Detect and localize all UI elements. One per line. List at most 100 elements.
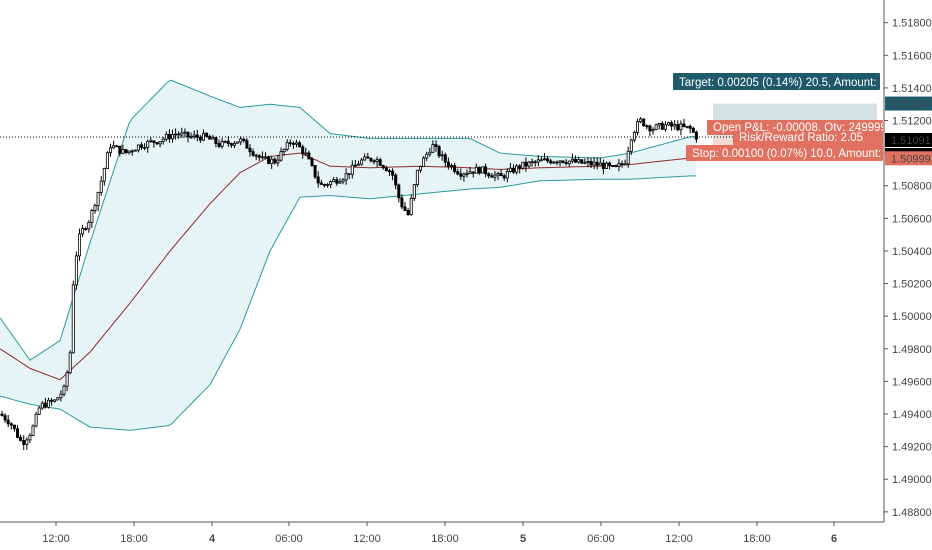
candle-body: [344, 173, 348, 181]
candle-body: [629, 139, 633, 152]
candle: [146, 139, 150, 153]
candle: [285, 139, 289, 152]
candle: [685, 125, 689, 129]
candle: [400, 194, 404, 210]
time-tick-label: 4: [209, 533, 216, 545]
candle: [34, 411, 38, 428]
candle: [384, 165, 388, 172]
candle: [369, 157, 373, 163]
candle-body: [236, 141, 240, 144]
candle-body: [505, 171, 509, 179]
stop-label[interactable]: Stop: 0.00100 (0.07%) 10.0, Amount: 2: [686, 145, 891, 161]
candle: [223, 140, 227, 144]
candle-body: [673, 124, 677, 127]
candle: [543, 153, 547, 161]
candle-body: [403, 206, 407, 211]
candle-body: [536, 159, 540, 163]
candle: [484, 163, 488, 178]
candle-body: [102, 168, 106, 182]
position-labels[interactable]: Target: 0.00205 (0.14%) 20.5, Amount: 5O…: [673, 73, 891, 161]
candle: [629, 138, 633, 155]
candle-body: [406, 210, 410, 216]
candle: [474, 163, 478, 174]
candle-body: [220, 141, 224, 147]
candle: [663, 121, 667, 132]
candle: [71, 280, 75, 354]
candle: [9, 422, 13, 430]
candle: [456, 168, 460, 176]
price-tick-label: 1.50200: [892, 279, 932, 291]
candle: [149, 137, 153, 143]
candle: [37, 406, 41, 416]
time-axis[interactable]: 12:00 18:00 4 06:00 12:00 18:00 5 06:00 12:00 18:…: [0, 521, 884, 545]
candle: [406, 208, 410, 216]
candle-body: [56, 397, 60, 401]
candle: [555, 160, 559, 166]
candle-body: [502, 175, 506, 179]
candle: [527, 160, 531, 169]
candle: [270, 155, 274, 170]
candle: [626, 146, 630, 168]
candle-body: [369, 157, 373, 162]
candle: [338, 178, 342, 184]
candle: [688, 124, 692, 134]
candle: [341, 178, 345, 185]
candle-body: [139, 144, 143, 148]
candle: [403, 201, 407, 212]
candle-body: [642, 118, 646, 127]
candle-body: [617, 163, 621, 167]
candle-body: [480, 166, 484, 174]
candle: [93, 203, 97, 214]
candle-body: [350, 164, 354, 175]
candle: [183, 128, 187, 138]
candle: [192, 130, 196, 140]
risk-reward-label[interactable]: Risk/Reward Ratio: 2.05: [733, 131, 883, 145]
target-label[interactable]: Target: 0.00205 (0.14%) 20.5, Amount: 5: [673, 73, 886, 90]
price-axis[interactable]: 1.518001.516001.514001.512001.510001.508…: [883, 0, 932, 522]
candle: [344, 168, 348, 185]
candle-body: [28, 434, 32, 441]
candle-body: [356, 163, 360, 166]
candle-body: [316, 176, 320, 184]
candle-body: [105, 152, 109, 169]
candle-body: [636, 121, 640, 133]
candle-body: [263, 156, 267, 159]
candle-body: [267, 156, 271, 164]
candle-body: [428, 151, 432, 155]
candle: [161, 136, 165, 145]
candle: [90, 208, 94, 228]
candle: [381, 164, 385, 170]
candle-body: [580, 159, 584, 164]
candle: [605, 161, 609, 170]
candle-body: [347, 173, 351, 176]
candle-body: [431, 144, 435, 153]
candle: [431, 140, 435, 153]
candle-body: [198, 136, 202, 141]
candle-body: [288, 142, 292, 145]
time-tick-label: 12:00: [665, 533, 693, 545]
candle: [109, 143, 113, 157]
candle: [375, 156, 379, 167]
candle: [236, 141, 240, 144]
candle-body: [87, 221, 91, 230]
candle-body: [434, 144, 438, 147]
candle-body: [555, 161, 559, 164]
candle-body: [515, 165, 519, 173]
stop-label-text: Stop: 0.00100 (0.07%) 10.0, Amount: 2: [692, 148, 891, 160]
candle-body: [124, 149, 128, 154]
candle-body: [564, 162, 568, 165]
candle: [127, 150, 131, 155]
candle: [96, 191, 100, 212]
candle: [260, 151, 264, 160]
candle: [273, 157, 277, 165]
candle: [155, 142, 159, 145]
candle: [112, 140, 116, 150]
candle: [536, 155, 540, 167]
candle-body: [546, 158, 550, 162]
candle: [245, 138, 249, 149]
candle-body: [456, 171, 460, 175]
time-tick-label: 06:00: [587, 533, 615, 545]
candle-body: [291, 143, 295, 145]
candle: [347, 173, 351, 180]
